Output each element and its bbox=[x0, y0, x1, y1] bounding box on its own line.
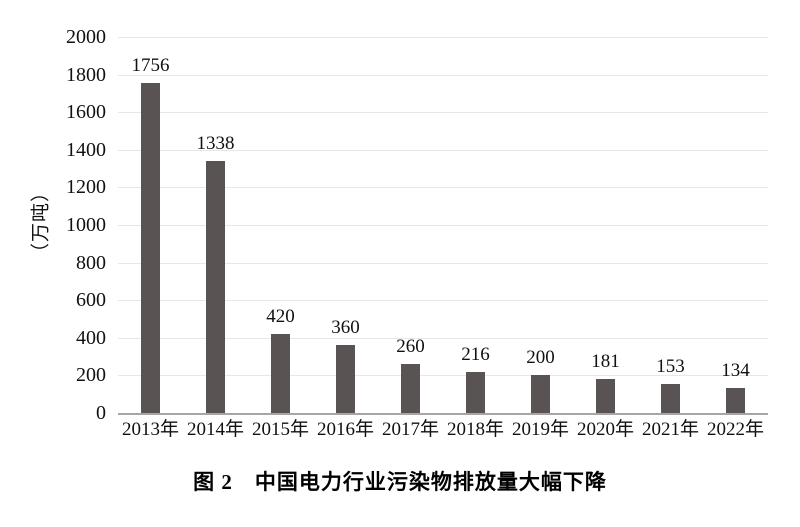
y-tick-label: 2000 bbox=[66, 26, 106, 48]
y-tick-label: 1200 bbox=[66, 176, 106, 199]
gridline bbox=[118, 74, 768, 76]
bar-2015年 bbox=[271, 334, 290, 413]
gridline bbox=[118, 112, 768, 114]
y-tick-label: 400 bbox=[76, 326, 106, 349]
value-label: 360 bbox=[331, 317, 360, 339]
x-tick-label: 2018年 bbox=[446, 419, 504, 440]
chart-caption: 图 2 中国电力行业污染物排放量大幅下降 bbox=[193, 470, 607, 494]
x-tick-label: 2021年 bbox=[641, 419, 699, 440]
x-tick-label: 2014年 bbox=[186, 419, 244, 440]
y-tick-label: 1000 bbox=[66, 214, 106, 236]
bar-2019年 bbox=[531, 375, 550, 413]
x-tick-label: 2017年 bbox=[381, 419, 439, 440]
bar-2013年 bbox=[141, 82, 160, 413]
bar-2022年 bbox=[726, 387, 745, 413]
y-tick-label: 1800 bbox=[66, 63, 106, 86]
gridline bbox=[118, 375, 768, 377]
value-label: 1338 bbox=[196, 133, 235, 155]
value-label: 153 bbox=[656, 356, 685, 378]
gridline bbox=[118, 225, 768, 226]
x-tick-label: 2016年 bbox=[316, 419, 374, 440]
gridline bbox=[118, 337, 768, 339]
bar-2014年 bbox=[206, 161, 225, 413]
x-tick-label: 2015年 bbox=[251, 419, 309, 440]
value-label: 134 bbox=[721, 359, 750, 381]
y-tick-label: 1400 bbox=[66, 138, 106, 161]
value-label: 181 bbox=[591, 350, 620, 372]
x-tick-label: 2013年 bbox=[121, 419, 179, 440]
x-tick-label: 2022年 bbox=[706, 419, 764, 440]
value-label: 200 bbox=[526, 347, 555, 369]
gridline bbox=[118, 300, 768, 302]
y-tick-label: 1600 bbox=[66, 101, 106, 124]
plot-area: 0 200 400 600 800 1000 1200 1400 1600 1800 2000 175… bbox=[66, 27, 768, 440]
gridline bbox=[118, 262, 768, 264]
bar-2016年 bbox=[336, 345, 355, 413]
value-label: 1756 bbox=[131, 54, 170, 76]
x-tick-label: 2019年 bbox=[511, 419, 569, 440]
bar-2018年 bbox=[466, 372, 485, 413]
y-tick-label: 600 bbox=[76, 289, 106, 312]
gridline bbox=[118, 187, 768, 189]
value-label: 260 bbox=[396, 336, 425, 358]
gridline bbox=[118, 149, 768, 151]
y-tick-label: 200 bbox=[76, 364, 106, 387]
x-axis-line bbox=[118, 413, 768, 415]
value-label: 420 bbox=[266, 306, 295, 328]
bar-2017年 bbox=[401, 364, 420, 413]
bar-2021年 bbox=[661, 384, 680, 413]
y-tick-label: 0 bbox=[96, 402, 106, 424]
value-label: 216 bbox=[461, 344, 490, 366]
gridline bbox=[118, 37, 768, 38]
x-tick-label: 2020年 bbox=[576, 419, 634, 440]
y-tick-label: 800 bbox=[76, 251, 106, 274]
bar-2020年 bbox=[596, 378, 615, 413]
